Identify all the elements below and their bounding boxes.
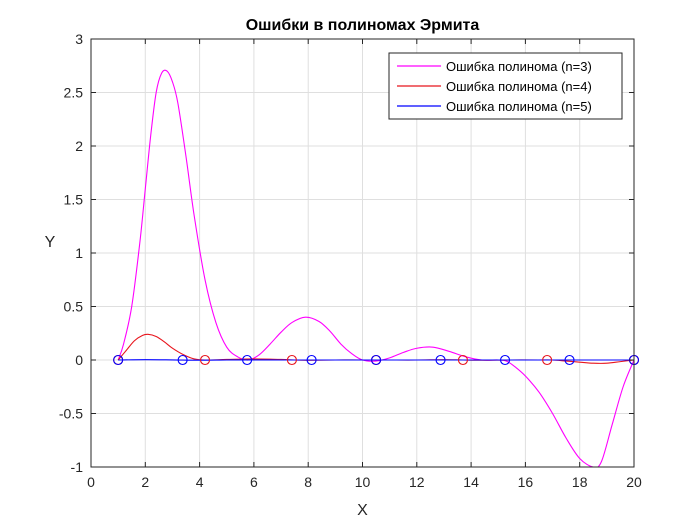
x-tick-label: 20: [626, 474, 642, 490]
y-tick-label: 1: [75, 245, 83, 261]
tick-labels: 0 2 4 6 8 10 12 14 16 18 20 -1 -0.5 0 0.5 1 1.5 2 2.5 3: [59, 31, 642, 490]
y-tick-label: 0.5: [64, 299, 84, 315]
y-tick-label: 2.5: [64, 85, 84, 101]
y-tick-label: 3: [75, 31, 83, 47]
series-line-3: [118, 359, 634, 361]
legend: Ошибка полинома (n=3) Ошибка полинома (n=…: [388, 52, 623, 120]
data-point-marker-2: [242, 354, 253, 366]
data-point-marker-1: [457, 354, 469, 366]
data-point-marker-2: [499, 354, 511, 366]
x-tick-label: 16: [518, 474, 534, 490]
x-tick-label: 2: [141, 474, 149, 490]
data-point-marker-1: [286, 354, 297, 366]
x-tick-label: 18: [572, 474, 588, 490]
legend-label: Ошибка полинома (n=5): [446, 99, 592, 114]
y-axis-label: Y: [45, 234, 56, 251]
data-point-marker-2: [564, 354, 575, 366]
x-tick-label: 12: [409, 474, 425, 490]
data-point-marker-1: [199, 354, 211, 366]
data-point-marker-2: [177, 354, 188, 366]
data-point-marker-2: [113, 354, 124, 366]
legend-label: Ошибка полинома (n=3): [446, 59, 592, 74]
y-tick-label: 1.5: [64, 192, 84, 208]
x-tick-label: 14: [463, 474, 479, 490]
legend-label: Ошибка полинома (n=4): [446, 79, 592, 94]
data-point-marker-1: [542, 354, 553, 366]
x-tick-label: 4: [196, 474, 204, 490]
series-line-1: [117, 69, 634, 467]
y-tick-label: -0.5: [59, 406, 83, 422]
x-axis-label: X: [357, 502, 368, 519]
y-tick-label: 2: [75, 138, 83, 154]
chart-title: Ошибки в полиномах Эрмита: [246, 17, 480, 34]
data-point-marker-2: [306, 354, 317, 366]
y-tick-label: 0: [75, 352, 83, 368]
x-tick-label: 0: [87, 474, 95, 490]
data-point-marker-2: [435, 354, 446, 366]
x-tick-label: 6: [250, 474, 258, 490]
y-tick-label: -1: [71, 459, 84, 475]
data-point-marker-2: [371, 354, 382, 366]
x-tick-label: 10: [355, 474, 371, 490]
x-tick-label: 8: [304, 474, 312, 490]
